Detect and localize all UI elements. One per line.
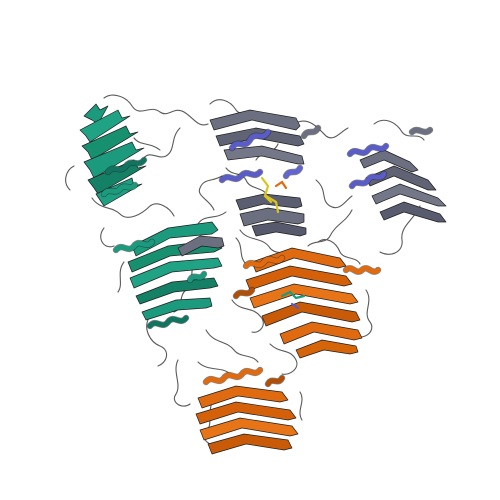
ligand-center <box>280 290 306 310</box>
domain-slate-top-center <box>209 109 322 237</box>
domain-teal-center-left <box>112 221 225 330</box>
ligand-top-center <box>260 176 288 214</box>
domain-teal-upper-left <box>79 103 148 207</box>
domain-orange-bottom <box>195 366 299 455</box>
domain-orange-center-right <box>232 247 382 359</box>
domain-slate-right <box>346 126 447 223</box>
